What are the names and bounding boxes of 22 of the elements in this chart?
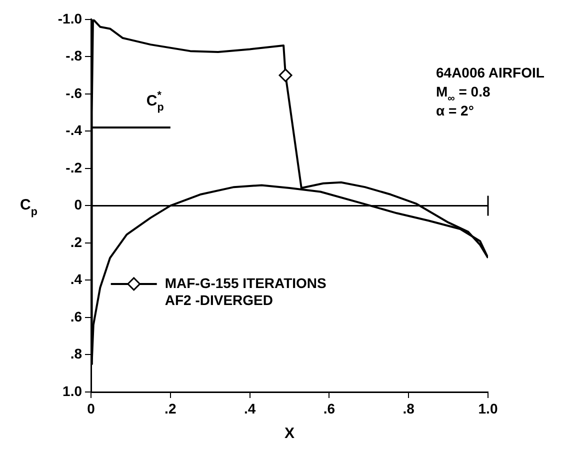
x-tick-label: .4 xyxy=(244,400,256,416)
y-tick-label: .2 xyxy=(70,234,82,250)
y-tick-label: -.4 xyxy=(66,122,82,138)
y-tick-label: 0 xyxy=(74,196,82,213)
annotation: α = 2° xyxy=(436,102,474,118)
y-tick-label: .6 xyxy=(70,308,82,324)
y-tick-label: .4 xyxy=(70,271,82,288)
y-tick-label: -.8 xyxy=(66,48,82,64)
y-tick-label: .8 xyxy=(70,346,82,362)
annotation: M∞ = 0.8 xyxy=(436,83,490,104)
x-tick-label: .6 xyxy=(323,400,336,416)
legend-label: MAF-G-155 ITERATIONS AF2 -DIVERGED xyxy=(164,274,326,308)
y-tick-label: -1.0 xyxy=(58,10,82,26)
y-tick-label: 1.0 xyxy=(62,382,82,399)
y-tick-label: -.6 xyxy=(66,84,82,101)
x-tick-label: .8 xyxy=(402,400,415,416)
y-tick-label: -.2 xyxy=(66,159,82,176)
x-tick-label: 1.0 xyxy=(478,400,498,416)
x-tick-label: .2 xyxy=(164,400,176,416)
x-tick-label: 0 xyxy=(87,400,96,416)
annotation: 64A006 AIRFOIL xyxy=(436,64,545,80)
x-axis-title: X xyxy=(284,425,295,442)
